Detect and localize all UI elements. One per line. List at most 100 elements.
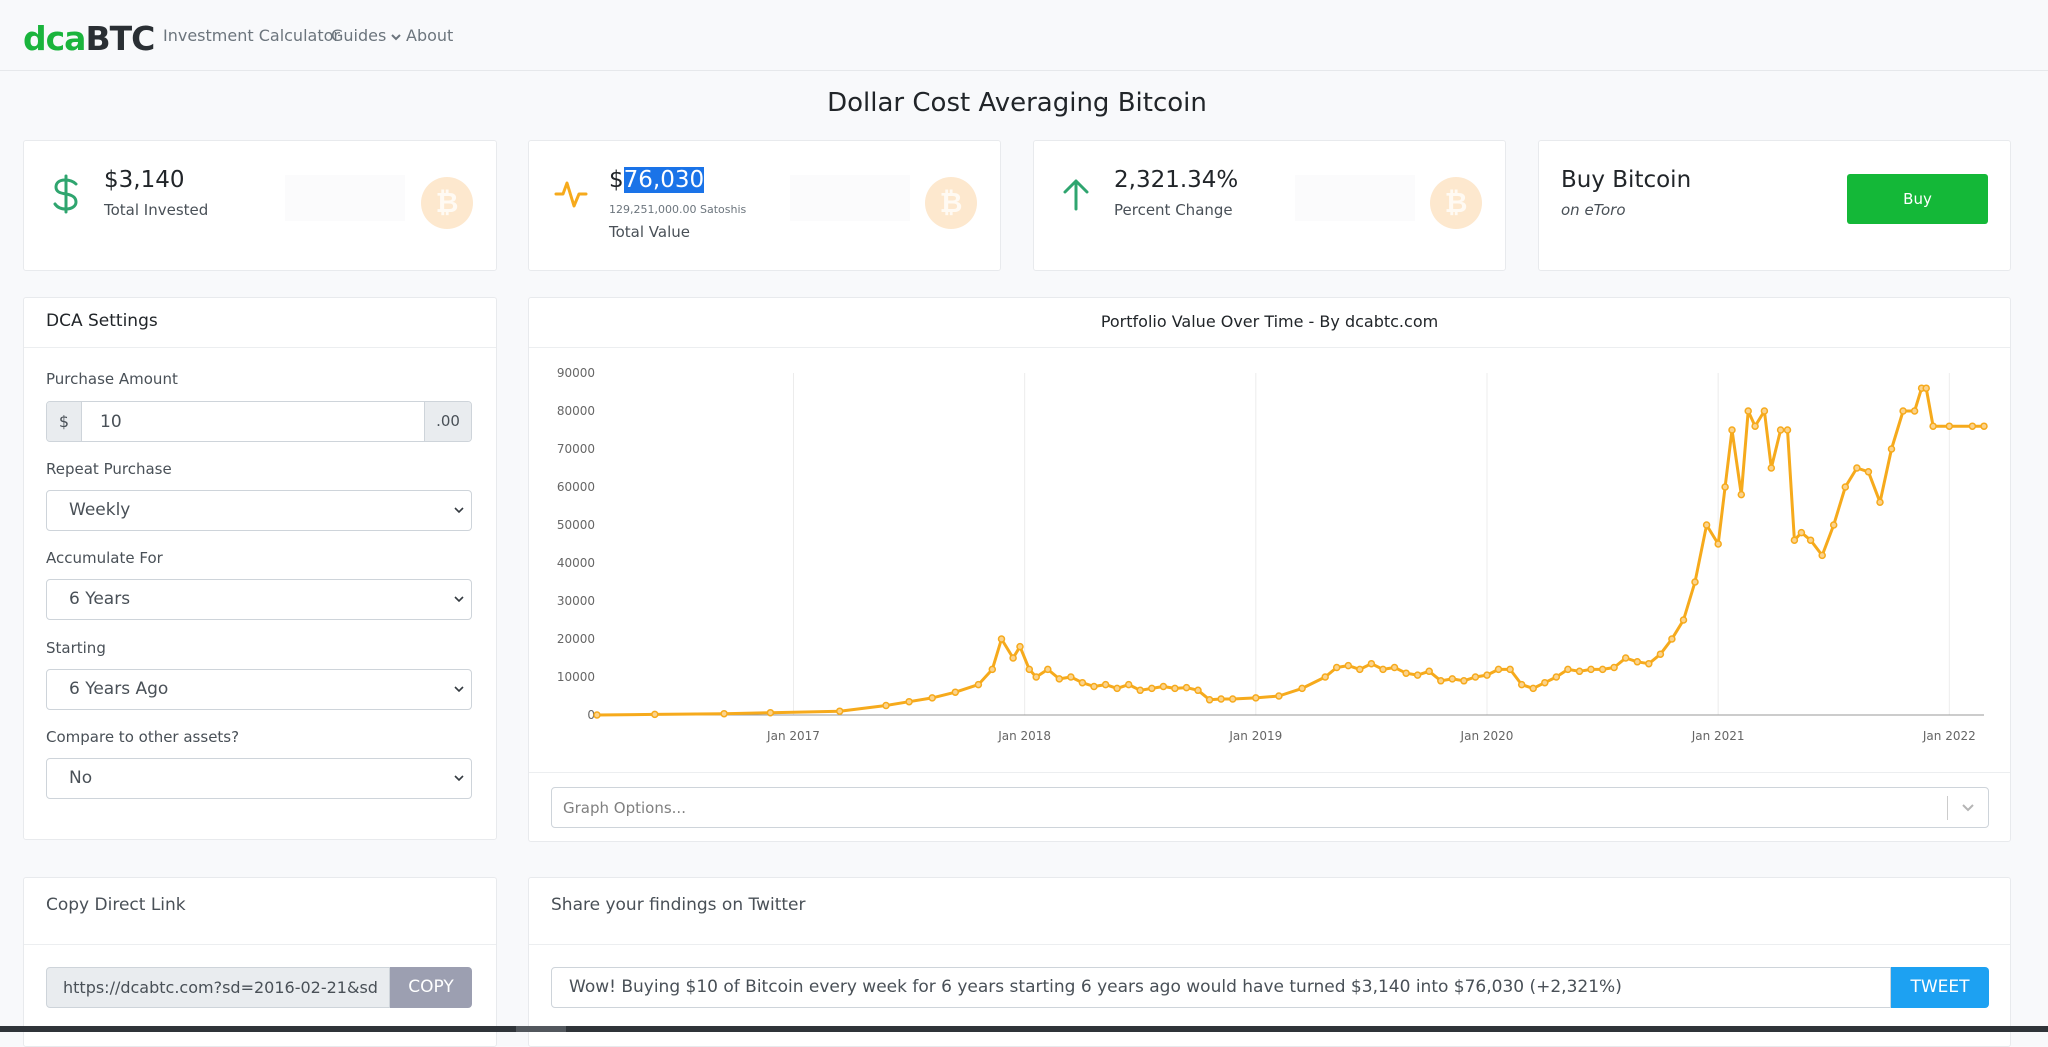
total-invested-label: Total Invested	[104, 201, 209, 219]
currency-prefix: $	[47, 402, 82, 441]
data-point	[1321, 673, 1329, 681]
data-point	[1864, 468, 1873, 476]
copy-button[interactable]: COPY	[390, 967, 472, 1008]
dca-settings-card: DCA Settings Purchase Amount $ .00 Repea…	[23, 297, 497, 840]
data-point	[1598, 665, 1607, 674]
buy-bitcoin-title: Buy Bitcoin	[1561, 167, 1692, 193]
activity-icon	[554, 181, 588, 208]
chart-divider	[529, 347, 2010, 348]
data-point	[1113, 684, 1121, 693]
percent-change-value: 2,321.34%	[1114, 167, 1239, 193]
total-value-amount: 76,030	[623, 167, 705, 193]
data-point	[1032, 673, 1040, 681]
data-point	[1101, 680, 1110, 689]
graph-options-separator	[1947, 796, 1948, 820]
data-point	[1728, 426, 1736, 434]
total-value-value: $76,030	[609, 167, 705, 193]
chevron-down-icon	[454, 686, 464, 693]
y-tick-label: 30000	[557, 594, 595, 608]
tweet-button[interactable]: TWEET	[1891, 967, 1989, 1008]
data-point	[1564, 665, 1572, 674]
data-point	[1751, 422, 1759, 430]
data-point	[1402, 669, 1410, 677]
data-point	[651, 710, 659, 719]
data-point	[1506, 665, 1514, 674]
y-tick-label: 60000	[557, 480, 595, 494]
graph-options-select[interactable]: Graph Options...	[551, 787, 1989, 828]
data-point	[1790, 536, 1799, 544]
dcabtc-logo[interactable]: dcaBTC	[23, 19, 155, 58]
arrow-up-icon	[1063, 179, 1089, 211]
series-line	[596, 386, 1984, 717]
card-placeholder	[1295, 175, 1415, 221]
logo-btc-text: BTC	[85, 19, 155, 58]
card-placeholder	[285, 175, 405, 221]
chart-title: Portfolio Value Over Time - By dcabtc.co…	[1100, 312, 1439, 331]
repeat-purchase-select[interactable]: Weekly	[46, 490, 472, 531]
data-point	[1980, 422, 1988, 430]
logo-dca-text: dca	[23, 19, 86, 58]
bitcoin-icon: ₿	[1430, 177, 1482, 229]
chevron-down-icon	[454, 596, 464, 603]
chevron-down-icon	[391, 34, 402, 41]
x-tick-label: Jan 2018	[997, 729, 1051, 743]
data-point	[1182, 683, 1191, 692]
bottom-bar	[0, 1026, 2048, 1032]
data-point	[1494, 665, 1503, 674]
portfolio-chart-card: Portfolio Value Over Time - By dcabtc.co…	[528, 297, 2011, 842]
chevron-down-icon	[454, 507, 464, 514]
accumulate-for-label: Accumulate For	[46, 549, 163, 567]
data-point	[1016, 642, 1024, 651]
buy-button[interactable]: Buy	[1847, 174, 1988, 224]
accumulate-for-value: 6 Years	[69, 589, 131, 609]
data-point	[1390, 663, 1399, 672]
share-twitter-card: Share your findings on Twitter Wow! Buyi…	[528, 877, 2011, 1047]
data-point	[1767, 464, 1776, 472]
nav-investment-calculator[interactable]: Investment Calculator	[163, 26, 340, 45]
data-point	[1691, 578, 1699, 586]
starting-select[interactable]: 6 Years Ago	[46, 669, 472, 710]
x-tick-label: Jan 2021	[1691, 729, 1745, 743]
data-point	[1760, 407, 1769, 415]
data-point	[766, 708, 775, 717]
data-point	[1783, 426, 1792, 434]
nav-about[interactable]: About	[406, 26, 454, 45]
data-point	[1413, 671, 1422, 679]
compare-assets-select[interactable]: No	[46, 758, 472, 799]
data-point	[1194, 686, 1202, 695]
data-point	[1044, 665, 1052, 674]
data-point	[1806, 536, 1815, 544]
total-value-card: $76,030 129,251,000.00 Satoshis Total Va…	[528, 140, 1001, 271]
data-point	[1483, 671, 1491, 679]
data-point	[1887, 445, 1896, 453]
data-point	[1367, 659, 1376, 668]
data-point	[1356, 665, 1364, 674]
compare-assets-value: No	[69, 768, 93, 788]
data-point	[1344, 661, 1353, 670]
repeat-purchase-label: Repeat Purchase	[46, 460, 172, 478]
x-tick-label: Jan 2020	[1460, 729, 1514, 743]
direct-link-field[interactable]: https://dcabtc.com?sd=2016-02-21&sd	[46, 967, 390, 1008]
data-point	[1252, 694, 1260, 702]
data-point	[1922, 384, 1930, 392]
copy-link-card: Copy Direct Link https://dcabtc.com?sd=2…	[23, 877, 497, 1047]
data-point	[928, 694, 936, 702]
data-point	[1448, 675, 1457, 683]
card-placeholder	[790, 175, 910, 221]
total-value-currency: $	[609, 167, 624, 193]
accumulate-for-select[interactable]: 6 Years	[46, 579, 472, 620]
y-tick-label: 80000	[557, 404, 595, 418]
tweet-text-field[interactable]: Wow! Buying $10 of Bitcoin every week fo…	[551, 967, 1891, 1008]
data-point	[1025, 665, 1034, 674]
data-point	[1009, 654, 1017, 662]
purchase-amount-input[interactable]	[83, 402, 423, 441]
data-point	[882, 701, 890, 710]
percent-change-label: Percent Change	[1114, 201, 1233, 219]
buy-bitcoin-subtitle: on eToro	[1561, 201, 1626, 219]
y-tick-label: 0	[587, 708, 595, 722]
data-point	[593, 711, 601, 719]
dollar-icon	[53, 174, 78, 214]
y-tick-label: 70000	[557, 442, 595, 456]
portfolio-value-chart: 0 10000 20000 30000 40000 50000 60000 70000 8000…	[557, 366, 1988, 743]
nav-guides[interactable]: Guides	[331, 26, 402, 45]
